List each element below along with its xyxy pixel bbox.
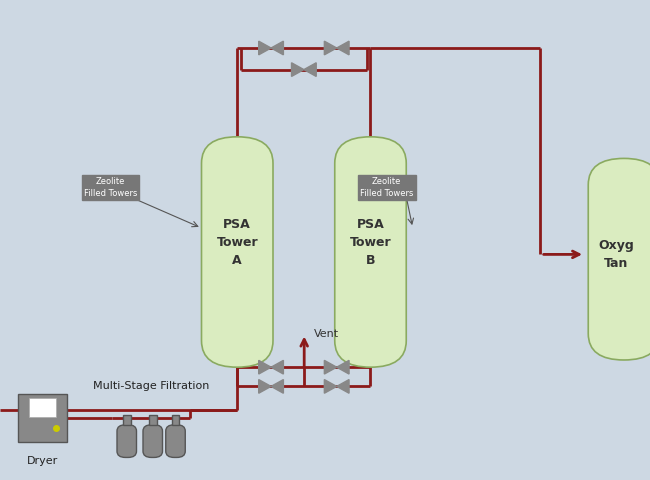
FancyBboxPatch shape	[149, 415, 157, 425]
Text: Zeolite
Filled Towers: Zeolite Filled Towers	[84, 177, 137, 198]
Text: Dryer: Dryer	[27, 456, 58, 466]
Polygon shape	[271, 41, 283, 55]
FancyBboxPatch shape	[588, 158, 650, 360]
FancyBboxPatch shape	[335, 137, 406, 367]
FancyBboxPatch shape	[143, 425, 162, 457]
FancyBboxPatch shape	[18, 394, 66, 442]
Polygon shape	[291, 63, 304, 76]
Text: Multi-Stage Filtration: Multi-Stage Filtration	[94, 381, 210, 391]
Polygon shape	[324, 41, 337, 55]
Polygon shape	[271, 380, 283, 393]
Polygon shape	[324, 360, 337, 374]
FancyBboxPatch shape	[29, 398, 56, 417]
Text: PSA
Tower
A: PSA Tower A	[216, 218, 258, 267]
Text: Vent: Vent	[314, 329, 339, 338]
Text: PSA
Tower
B: PSA Tower B	[350, 218, 391, 267]
Polygon shape	[324, 380, 337, 393]
Polygon shape	[259, 360, 271, 374]
FancyBboxPatch shape	[202, 137, 273, 367]
FancyBboxPatch shape	[117, 425, 136, 457]
Polygon shape	[337, 41, 349, 55]
Text: Oxyg
Tan: Oxyg Tan	[598, 239, 634, 270]
Polygon shape	[304, 63, 316, 76]
FancyBboxPatch shape	[166, 425, 185, 457]
Polygon shape	[271, 360, 283, 374]
FancyBboxPatch shape	[172, 415, 179, 425]
FancyBboxPatch shape	[123, 415, 131, 425]
Polygon shape	[337, 380, 349, 393]
Polygon shape	[259, 380, 271, 393]
Polygon shape	[337, 360, 349, 374]
Text: Zeolite
Filled Towers: Zeolite Filled Towers	[360, 177, 413, 198]
Polygon shape	[259, 41, 271, 55]
